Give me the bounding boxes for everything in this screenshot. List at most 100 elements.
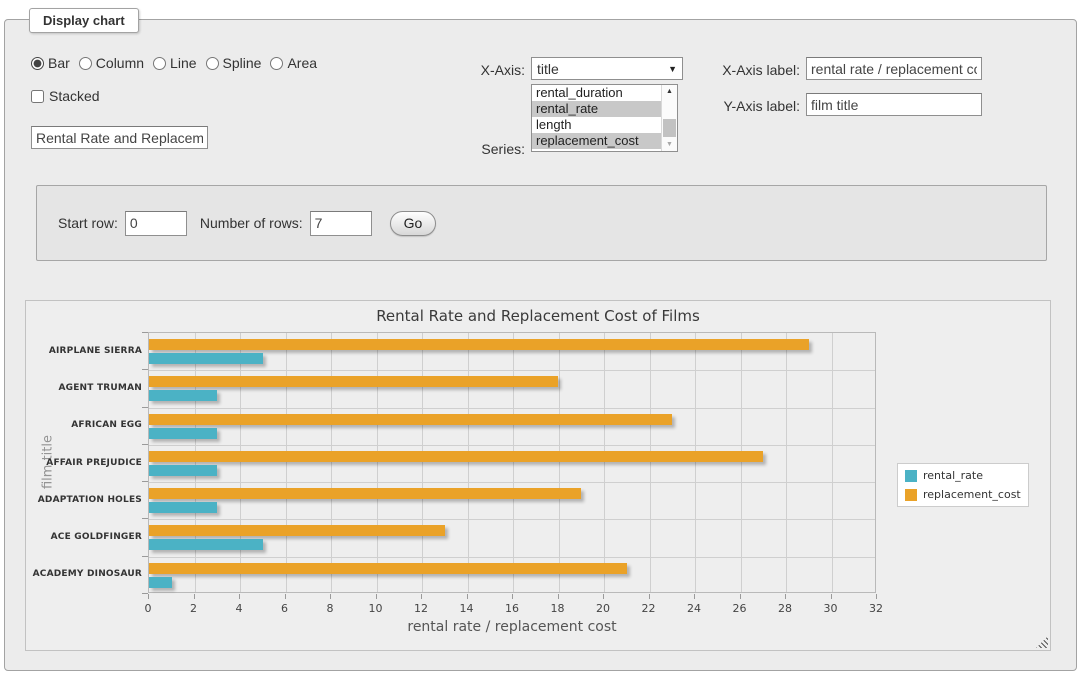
start-row-label: Start row: — [58, 215, 118, 231]
chart-title: Rental Rate and Replacement Cost of Film… — [376, 307, 700, 325]
x-tick-mark — [148, 594, 149, 599]
bar-rental_rate — [149, 576, 172, 588]
x-tick-mark — [557, 594, 559, 599]
y-tick-mark — [142, 443, 148, 445]
x-axis-select[interactable]: title ▼ — [531, 57, 683, 80]
gridline-vertical — [604, 333, 605, 592]
chart-type-label: Area — [287, 55, 318, 71]
x-tick-mark — [739, 594, 741, 599]
x-tick-mark — [603, 594, 604, 599]
gridline-vertical — [558, 333, 560, 592]
gridline-vertical — [649, 333, 651, 592]
x-tick-label: 8 — [326, 602, 334, 615]
gridline-horizontal — [149, 444, 875, 446]
y-tick-label: AGENT TRUMAN — [58, 382, 142, 393]
bar-replacement_cost — [149, 525, 445, 537]
number-of-rows-label: Number of rows: — [199, 215, 303, 231]
x-tick-mark — [284, 594, 286, 599]
start-row-input[interactable] — [124, 210, 187, 236]
y-tick-mark — [142, 593, 148, 594]
x-tick-mark — [785, 594, 786, 599]
bar-replacement_cost — [149, 562, 627, 574]
gridline-vertical — [786, 333, 787, 592]
stacked-checkbox-row: Stacked — [31, 88, 100, 104]
go-button[interactable]: Go — [389, 210, 437, 236]
chart-type-radio-area[interactable] — [270, 56, 284, 70]
bar-rental_rate — [149, 353, 263, 364]
scroll-down-icon[interactable]: ▼ — [666, 141, 673, 148]
x-tick-label: 24 — [687, 602, 701, 615]
series-label: Series: — [481, 141, 525, 157]
x-tick-mark — [694, 594, 695, 599]
bar-rental_rate — [149, 464, 218, 476]
gridline-vertical — [240, 333, 241, 592]
series-option-rental_rate[interactable]: rental_rate — [532, 101, 662, 117]
gridline-horizontal — [149, 407, 875, 409]
y-tick-label: ACE GOLDFINGER — [50, 532, 142, 543]
series-option-length[interactable]: length — [536, 117, 572, 132]
display-chart-panel: Display chart Bar Column Line Spline Area St… — [4, 8, 1077, 671]
y-tick-label: AFRICAN EGG — [71, 420, 142, 431]
gridline-vertical — [194, 333, 196, 592]
series-option-replacement_cost[interactable]: replacement_cost — [532, 133, 662, 149]
chart-type-radio-column[interactable] — [78, 56, 92, 70]
chart-type-radio-line[interactable] — [153, 56, 167, 70]
gridline-horizontal — [149, 556, 875, 558]
chart-type-radio-bar[interactable] — [31, 56, 44, 70]
y-tick-mark — [142, 481, 148, 483]
panel-legend: Display chart — [29, 8, 139, 33]
x-tick-mark — [466, 594, 468, 599]
chart-type-radio-spline[interactable] — [205, 56, 219, 70]
x-tick-label: 18 — [550, 602, 565, 615]
x-tick-label: 28 — [778, 602, 792, 615]
resize-handle-icon[interactable] — [1036, 636, 1048, 648]
number-of-rows-input[interactable] — [309, 210, 372, 236]
x-tick-mark — [193, 594, 195, 599]
x-axis-label-label: X-Axis label: — [722, 62, 800, 78]
x-tick-label: 30 — [823, 602, 838, 615]
x-axis-select-label: X-Axis: — [480, 62, 525, 78]
y-tick-mark — [142, 555, 148, 557]
chevron-down-icon: ▼ — [668, 63, 677, 74]
x-tick-mark — [330, 594, 331, 599]
y-tick-label: AIRPLANE SIERRA — [48, 345, 142, 356]
gridline-vertical — [467, 333, 469, 592]
gridline-vertical — [285, 333, 287, 592]
chart-type-label: Column — [95, 55, 145, 71]
legend-swatch-rental_rate — [905, 469, 917, 482]
x-axis-label-input[interactable] — [806, 57, 982, 80]
x-axis-select-value: title — [537, 60, 559, 77]
scroll-up-icon[interactable]: ▲ — [666, 88, 673, 95]
x-tick-label: 16 — [505, 602, 519, 615]
gridline-vertical — [422, 333, 423, 592]
legend-label: replacement_cost — [923, 488, 1021, 501]
x-axis-title: rental rate / replacement cost — [407, 619, 617, 635]
bar-replacement_cost — [149, 413, 673, 425]
chart-type-label: Bar — [48, 55, 70, 71]
gridline-horizontal — [149, 519, 875, 521]
stacked-checkbox[interactable] — [31, 89, 44, 103]
stacked-label: Stacked — [49, 88, 100, 104]
bar-replacement_cost — [149, 488, 582, 500]
y-tick-label: ACADEMY DINOSAUR — [32, 569, 142, 580]
bar-replacement_cost — [149, 339, 809, 350]
y-tick-mark — [142, 518, 148, 520]
legend-label: rental_rate — [923, 469, 983, 482]
series-scrollbar[interactable]: ▲ ▼ — [661, 85, 677, 151]
x-tick-mark — [421, 594, 422, 599]
gridline-vertical — [695, 333, 696, 592]
x-tick-mark — [375, 594, 377, 599]
y-tick-mark — [142, 406, 148, 408]
y-axis-label-input[interactable] — [806, 93, 982, 116]
series-multiselect[interactable]: rental_duration rental_rate length replacem… — [531, 84, 678, 152]
series-option-rental_duration[interactable]: rental_duration — [536, 85, 623, 100]
gridline-vertical — [831, 333, 833, 592]
x-tick-mark — [876, 594, 877, 599]
chart-type-group: Bar Column Line Spline Area — [31, 55, 317, 71]
gridline-vertical — [513, 333, 514, 592]
x-tick-mark — [512, 594, 513, 599]
chart-title-input[interactable] — [31, 126, 208, 149]
scrollbar-thumb[interactable] — [663, 119, 676, 137]
bar-rental_rate — [149, 427, 218, 439]
